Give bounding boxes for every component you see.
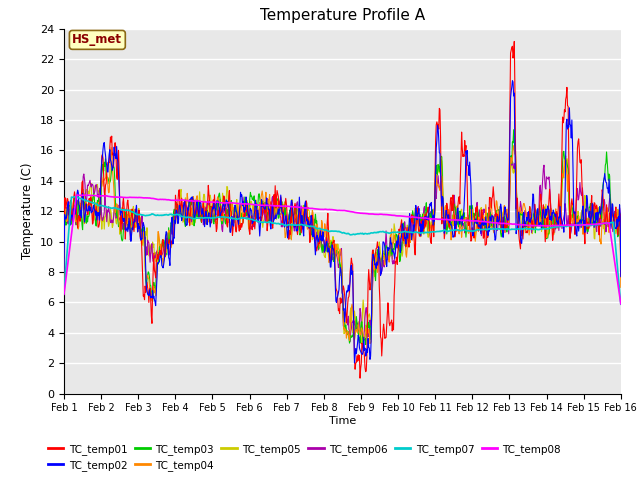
Title: Temperature Profile A: Temperature Profile A [260, 9, 425, 24]
TC_temp02 [298, 213, 306, 218]
TC_temp07 [205, 215, 213, 221]
TC_temp06 [480, 206, 488, 212]
TC_temp01 [542, 227, 550, 233]
Line: TC_temp08: TC_temp08 [64, 195, 621, 304]
X-axis label: Time: Time [329, 416, 356, 426]
TC_temp08 [205, 199, 213, 205]
TC_temp01 [356, 375, 364, 381]
TC_temp03 [298, 212, 306, 218]
TC_temp04 [366, 341, 374, 347]
TC_temp07 [457, 228, 465, 234]
TC_temp08 [480, 219, 488, 225]
TC_temp05 [480, 218, 488, 224]
Line: TC_temp07: TC_temp07 [64, 197, 621, 304]
TC_temp01 [121, 215, 129, 220]
TC_temp02 [617, 274, 625, 279]
TC_temp02 [121, 218, 129, 224]
TC_temp08 [122, 194, 129, 200]
Line: TC_temp01: TC_temp01 [64, 41, 621, 378]
TC_temp04 [510, 143, 518, 148]
TC_temp07 [617, 301, 625, 307]
TC_temp05 [563, 156, 571, 161]
Legend: TC_temp01, TC_temp02, TC_temp03, TC_temp04, TC_temp05, TC_temp06, TC_temp07, TC_: TC_temp01, TC_temp02, TC_temp03, TC_temp… [44, 439, 565, 475]
TC_temp03 [457, 222, 465, 228]
TC_temp07 [60, 288, 68, 294]
TC_temp04 [480, 217, 488, 223]
TC_temp03 [617, 273, 625, 278]
TC_temp08 [60, 291, 68, 297]
TC_temp02 [351, 360, 358, 366]
TC_temp08 [541, 223, 549, 228]
TC_temp08 [72, 192, 80, 198]
TC_temp05 [60, 276, 68, 282]
TC_temp04 [617, 285, 625, 290]
TC_temp06 [457, 221, 465, 227]
TC_temp04 [457, 226, 465, 231]
TC_temp01 [480, 234, 488, 240]
Line: TC_temp03: TC_temp03 [64, 130, 621, 345]
TC_temp08 [299, 205, 307, 211]
TC_temp06 [359, 339, 367, 345]
TC_temp05 [205, 200, 212, 205]
TC_temp08 [617, 301, 625, 307]
Line: TC_temp04: TC_temp04 [64, 145, 621, 344]
TC_temp04 [121, 217, 129, 223]
TC_temp03 [60, 264, 68, 270]
TC_temp06 [508, 154, 515, 159]
TC_temp01 [457, 154, 465, 160]
TC_temp03 [480, 222, 488, 228]
TC_temp03 [121, 214, 129, 219]
TC_temp04 [205, 219, 212, 225]
TC_temp02 [205, 210, 212, 216]
TC_temp04 [60, 270, 68, 276]
TC_temp01 [60, 255, 68, 261]
TC_temp03 [510, 127, 518, 132]
TC_temp05 [617, 274, 625, 279]
TC_temp07 [480, 227, 488, 232]
TC_temp05 [357, 340, 365, 346]
TC_temp07 [541, 226, 549, 231]
TC_temp05 [121, 217, 129, 223]
TC_temp02 [457, 216, 465, 221]
Line: TC_temp02: TC_temp02 [64, 81, 621, 363]
TC_temp01 [617, 272, 625, 278]
TC_temp04 [542, 218, 550, 224]
TC_temp03 [542, 220, 550, 226]
TC_temp02 [480, 221, 488, 227]
TC_temp02 [509, 78, 516, 84]
Text: HS_met: HS_met [72, 34, 122, 47]
TC_temp01 [298, 223, 306, 228]
TC_temp06 [121, 210, 129, 216]
TC_temp01 [511, 38, 518, 44]
TC_temp07 [122, 207, 129, 213]
TC_temp03 [205, 211, 212, 216]
TC_temp02 [60, 270, 68, 276]
TC_temp07 [299, 222, 307, 228]
TC_temp08 [457, 217, 465, 223]
TC_temp06 [617, 274, 625, 280]
TC_temp06 [205, 202, 212, 208]
TC_temp06 [542, 186, 550, 192]
TC_temp07 [71, 194, 79, 200]
Line: TC_temp06: TC_temp06 [64, 156, 621, 342]
TC_temp01 [205, 192, 212, 197]
Line: TC_temp05: TC_temp05 [64, 158, 621, 343]
TC_temp04 [298, 215, 306, 221]
TC_temp03 [362, 342, 369, 348]
TC_temp02 [542, 206, 550, 212]
TC_temp06 [60, 266, 68, 272]
Y-axis label: Temperature (C): Temperature (C) [22, 163, 35, 260]
TC_temp06 [298, 212, 306, 218]
TC_temp05 [541, 214, 549, 219]
TC_temp05 [298, 212, 306, 218]
TC_temp05 [457, 207, 465, 213]
